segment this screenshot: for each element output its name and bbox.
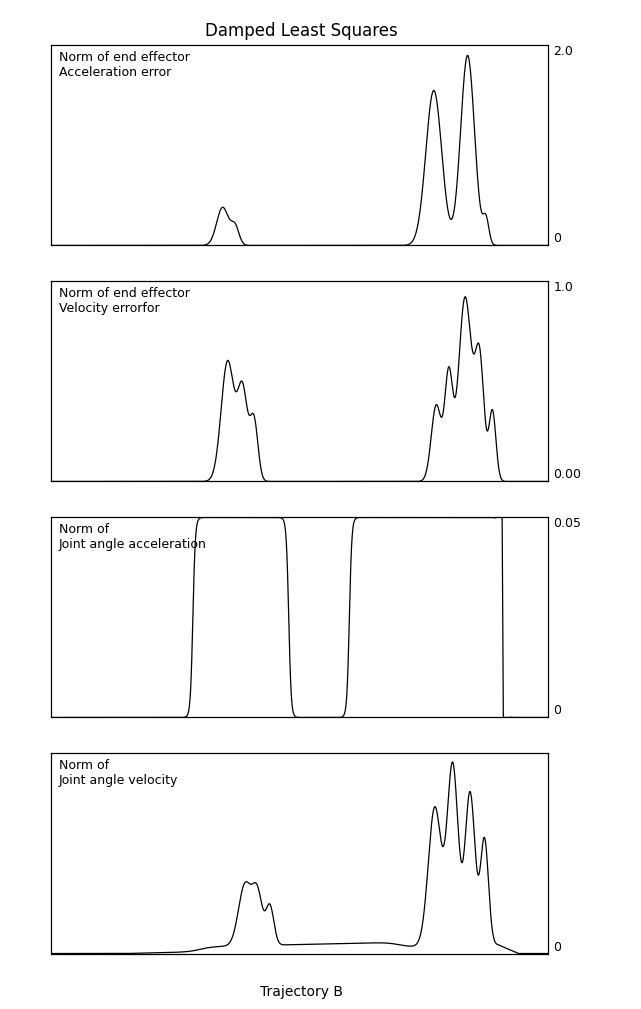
Text: Norm of
Joint angle velocity: Norm of Joint angle velocity	[59, 760, 178, 787]
Text: Norm of end effector
Velocity errorfor: Norm of end effector Velocity errorfor	[59, 288, 190, 316]
Text: Damped Least Squares: Damped Least Squares	[205, 22, 397, 40]
Text: Norm of
Joint angle acceleration: Norm of Joint angle acceleration	[59, 524, 206, 552]
Text: 2.0: 2.0	[554, 45, 574, 59]
Text: 1.0: 1.0	[554, 282, 574, 295]
Text: 0: 0	[554, 940, 562, 954]
Text: 0.05: 0.05	[554, 518, 581, 531]
Text: Norm of end effector
Acceleration error: Norm of end effector Acceleration error	[59, 51, 190, 80]
Text: 0.00: 0.00	[554, 468, 581, 481]
Text: 0: 0	[554, 232, 562, 245]
Text: 0: 0	[554, 704, 562, 717]
Text: Trajectory B: Trajectory B	[260, 985, 343, 999]
